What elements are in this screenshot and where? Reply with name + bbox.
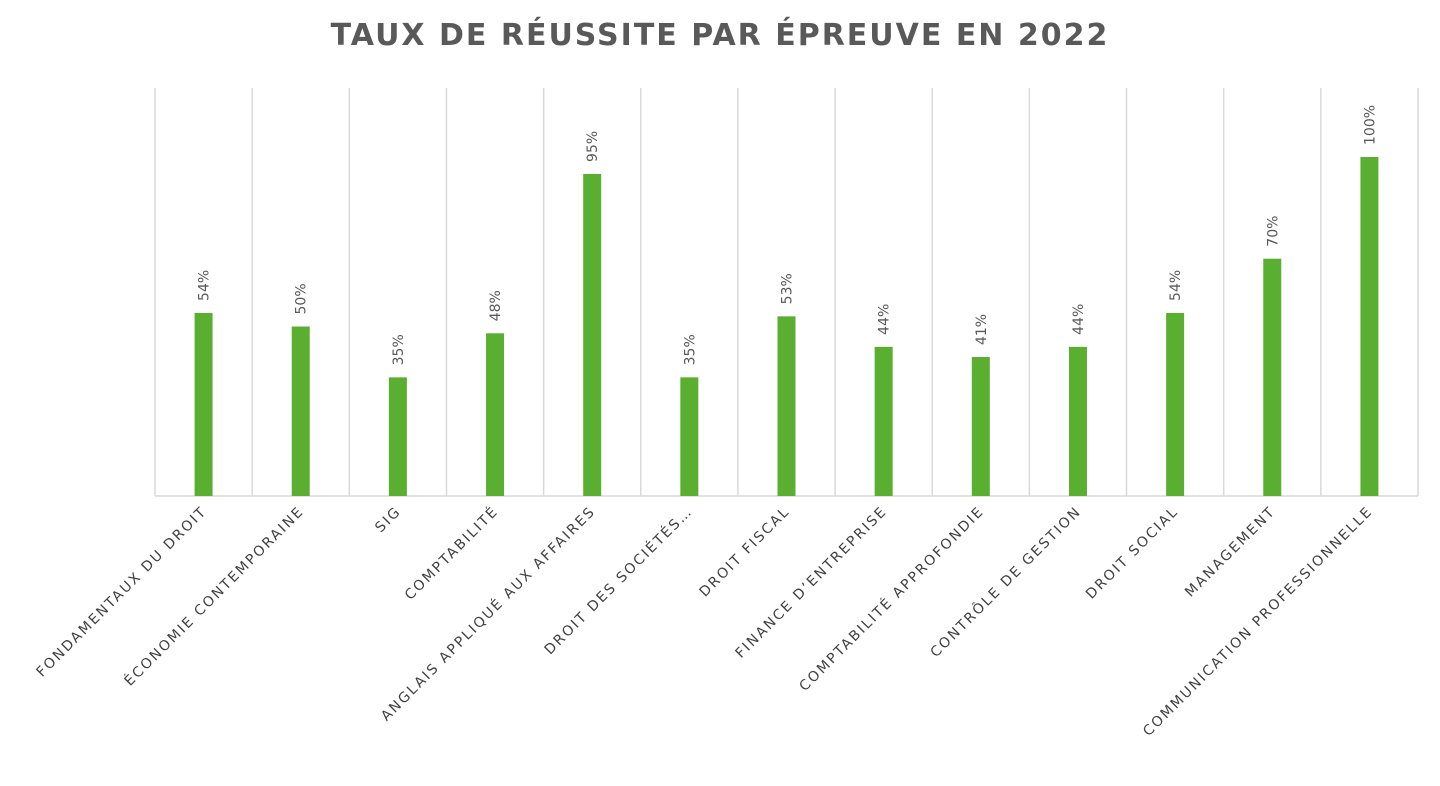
category-label: FONDAMENTAUX DU DROIT	[34, 504, 211, 681]
data-label: 48%	[488, 290, 504, 321]
category-label: DROIT SOCIAL	[1083, 504, 1182, 603]
category-label: MANAGEMENT	[1182, 504, 1279, 601]
bar	[486, 333, 505, 496]
data-labels: 54% 50% 35% 48% 95% 35% 53% 44% 41% 44% 54% 70% 100%	[197, 105, 1379, 365]
data-label: 53%	[780, 273, 796, 304]
data-label: 54%	[1168, 270, 1184, 301]
bar	[1068, 346, 1087, 496]
data-label: 44%	[1071, 304, 1087, 335]
category-label: COMMUNICATION PROFESSIONNELLE	[1140, 504, 1376, 740]
bar	[388, 377, 407, 496]
data-label: 95%	[585, 131, 601, 162]
data-label: 35%	[682, 334, 698, 365]
bar	[680, 377, 699, 496]
data-label: 44%	[877, 304, 893, 335]
bar	[1166, 312, 1185, 496]
category-label: ANGLAIS APPLIQUÉ AUX AFFAIRES	[377, 503, 599, 725]
category-label: COMPTABILITÉ APPROFONDIE	[796, 503, 988, 695]
bars	[194, 157, 1379, 496]
data-label: 41%	[974, 314, 990, 345]
category-label: COMPTABILITÉ	[401, 503, 502, 604]
bar	[777, 316, 796, 496]
bar	[583, 173, 602, 496]
data-label: 35%	[391, 334, 407, 365]
category-label: ÉCONOMIE CONTEMPORAINE	[121, 503, 308, 690]
chart-title: TAUX DE RÉUSSITE PAR ÉPREUVE EN 2022	[330, 18, 1110, 53]
data-label: 50%	[294, 283, 310, 314]
category-label: CONTRÔLE DE GESTION	[926, 502, 1085, 661]
bar	[194, 312, 213, 496]
category-label: DROIT FISCAL	[697, 504, 794, 601]
bar	[1263, 258, 1282, 496]
bar	[971, 357, 990, 496]
data-label: 100%	[1362, 105, 1378, 145]
category-label: FINANCE D’ENTREPRISE	[732, 504, 890, 662]
bar	[291, 326, 310, 496]
bar	[874, 346, 893, 496]
data-label: 54%	[197, 270, 213, 301]
bar	[1360, 157, 1379, 496]
data-label: 70%	[1265, 216, 1281, 247]
category-label: SIG	[372, 504, 404, 536]
